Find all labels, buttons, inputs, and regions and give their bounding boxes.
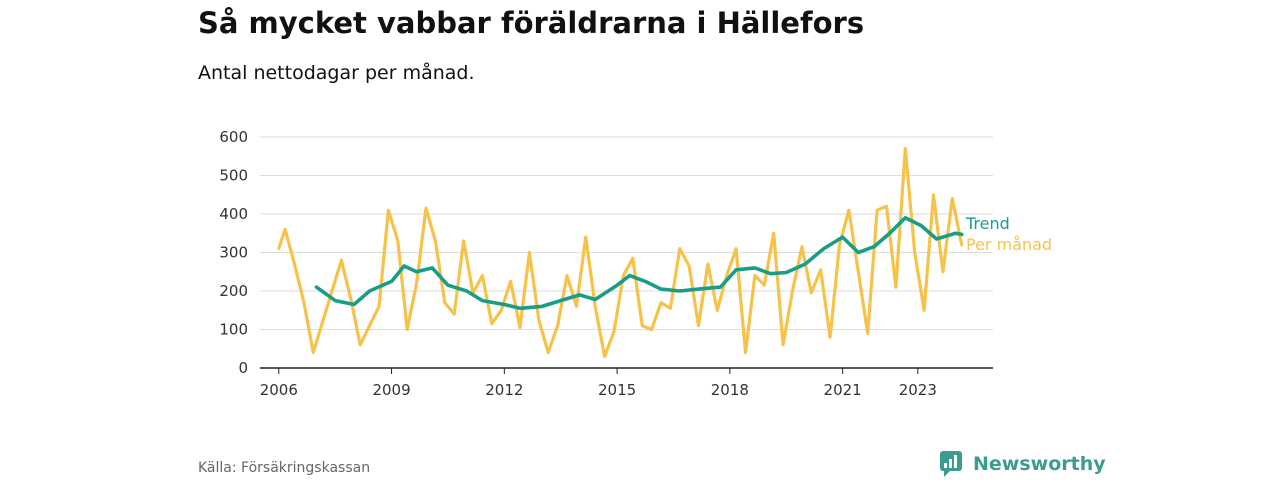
x-tick-2009: 2009 (372, 381, 410, 399)
chart-subtitle: Antal nettodagar per månad. (198, 62, 475, 84)
y-axis-ticks: 0 100 200 300 400 500 600 (219, 128, 248, 377)
legend-trend: Trend (965, 214, 1010, 233)
y-tick-200: 200 (219, 282, 248, 300)
series-trend-line (314, 216, 964, 311)
source-note: Källa: Försäkringskassan (198, 460, 371, 476)
x-tick-2006: 2006 (260, 381, 298, 399)
series-per-manad-line (277, 147, 964, 358)
brand-logo[interactable]: Newsworthy (940, 451, 1106, 477)
x-tick-2015: 2015 (598, 381, 636, 399)
y-tick-0: 0 (238, 359, 248, 377)
y-tick-300: 300 (219, 244, 248, 262)
series (277, 147, 964, 358)
y-tick-600: 600 (219, 128, 248, 146)
y-tick-400: 400 (219, 205, 248, 223)
x-tick-2023: 2023 (899, 381, 937, 399)
gridlines (260, 136, 993, 330)
x-tick-2012: 2012 (485, 381, 523, 399)
newsworthy-logo-icon (940, 451, 962, 477)
brand-name: Newsworthy (973, 453, 1106, 475)
x-axis-ticks: 2006 2009 2012 2015 2018 2021 2023 (260, 368, 937, 399)
x-tick-2018: 2018 (711, 381, 749, 399)
x-tick-2021: 2021 (824, 381, 862, 399)
chart-title: Så mycket vabbar föräldrarna i Hällefors (198, 6, 865, 40)
legend-per-manad: Per månad (966, 235, 1052, 254)
y-tick-100: 100 (219, 321, 248, 339)
y-tick-500: 500 (219, 167, 248, 185)
